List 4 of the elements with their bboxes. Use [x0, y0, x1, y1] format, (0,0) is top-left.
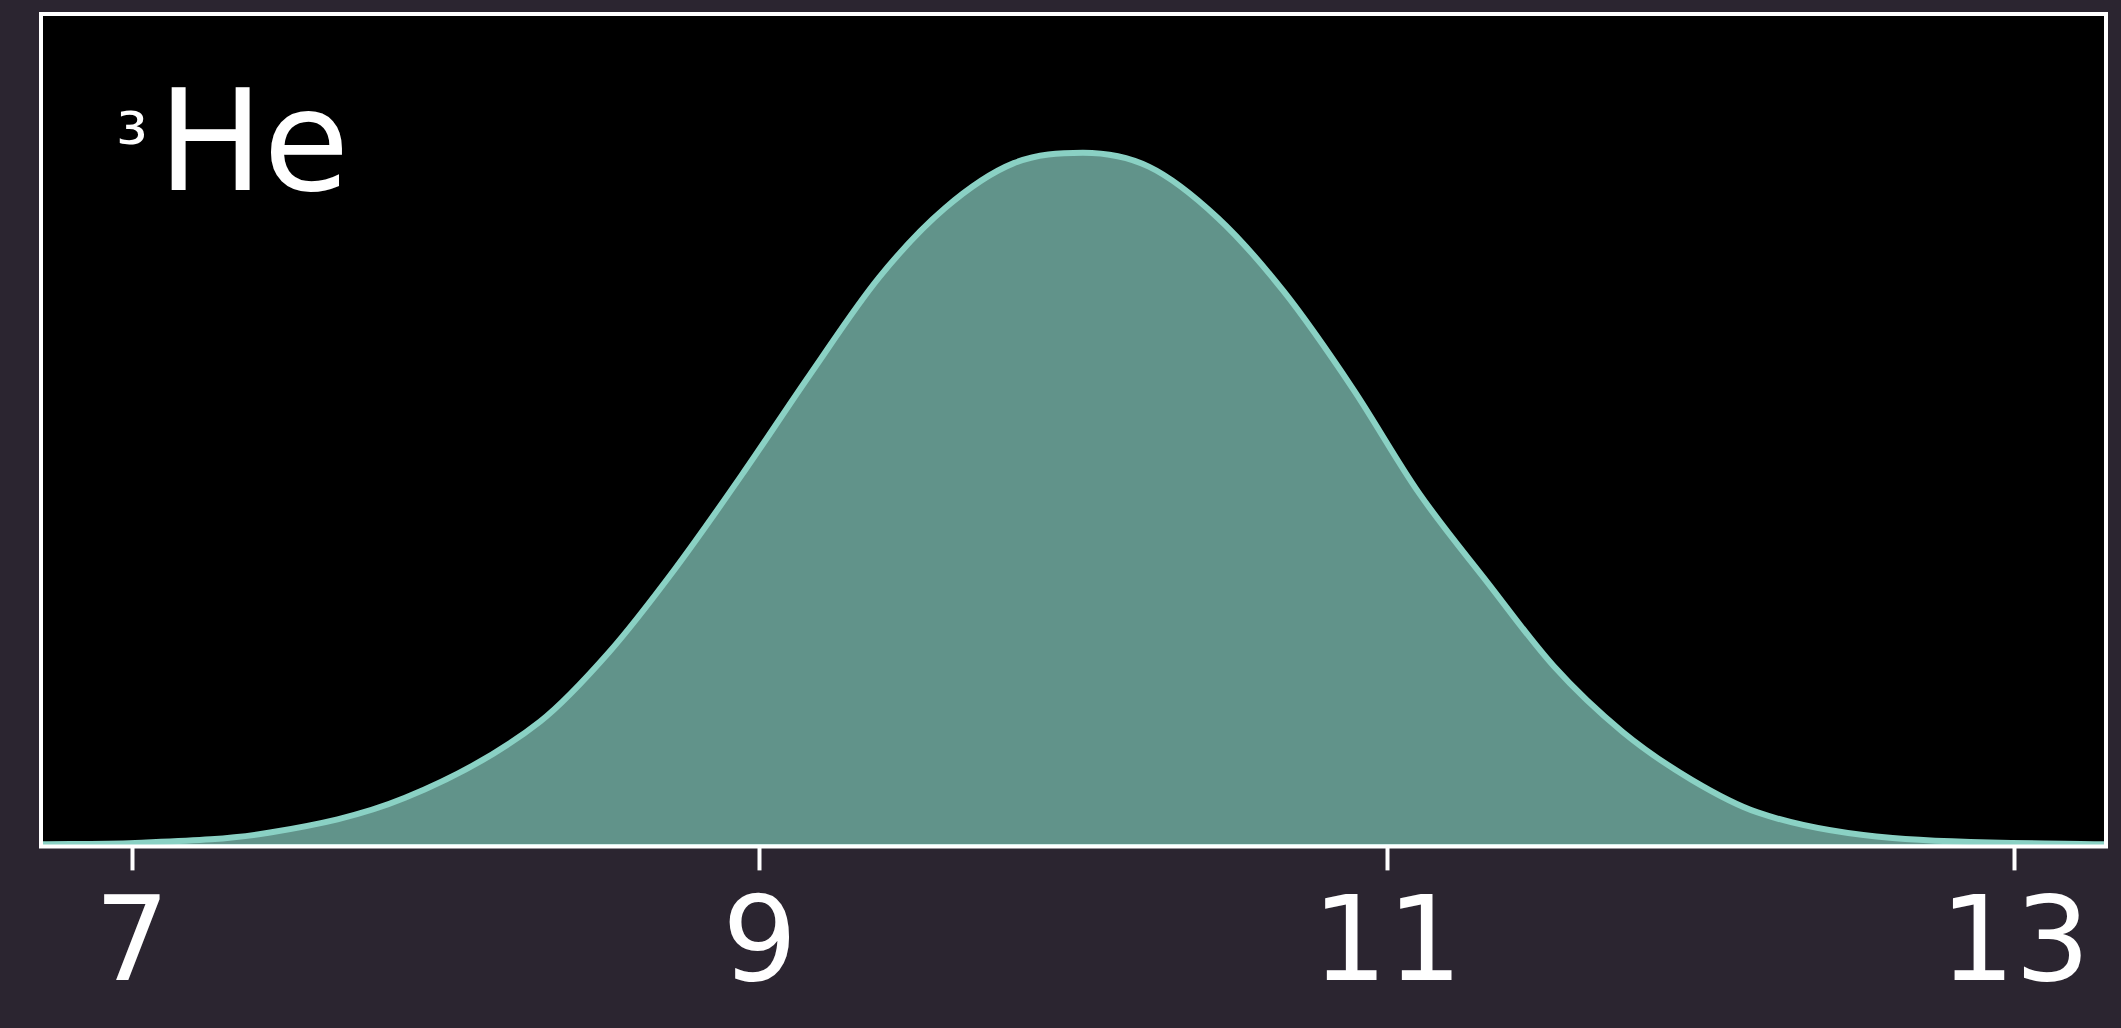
x-tick-label: 9 — [722, 869, 798, 1008]
x-tick-label: 11 — [1312, 869, 1463, 1008]
x-tick-label: 7 — [94, 869, 170, 1008]
x-tick-label: 13 — [1939, 869, 2091, 1008]
